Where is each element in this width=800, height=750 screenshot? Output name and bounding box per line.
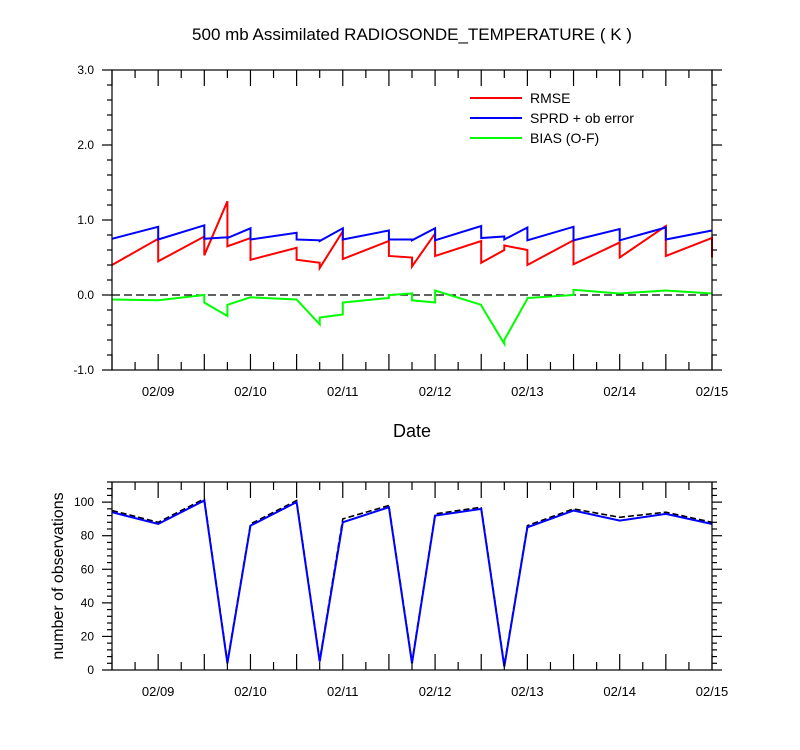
- bottom-y-tick-label: 80: [81, 529, 95, 543]
- legend-label: BIAS (O-F): [530, 130, 599, 146]
- legend: RMSE SPRD + ob error BIAS (O-F): [470, 90, 634, 146]
- top-x-tick-label: 02/11: [327, 384, 359, 399]
- top-chart: 500 mb Assimilated RADIOSONDE_TEMPERATUR…: [73, 25, 728, 441]
- x-axis-label: Date: [393, 421, 431, 441]
- chart-title: 500 mb Assimilated RADIOSONDE_TEMPERATUR…: [192, 25, 632, 44]
- bottom-x-tick-label: 02/10: [234, 684, 267, 699]
- top-x-tick-label: 02/10: [234, 384, 267, 399]
- bottom-x-tick-label: 02/11: [327, 684, 359, 699]
- top-series-layer: [111, 200, 713, 348]
- top-y-tick-label: -1.0: [73, 363, 94, 377]
- top-y-tick-label: 1.0: [77, 213, 94, 227]
- bottom-ticks-layer: 02/09 02/10 02/11 02/12 02/13 02/14 02/15 0 20 40…: [74, 481, 729, 699]
- bottom-y-tick-label: 0: [87, 663, 94, 677]
- bottom-series-line-assimilated-observations: [111, 498, 713, 667]
- top-series-line-rmse: [111, 200, 713, 272]
- bottom-plot-frame: [111, 481, 713, 671]
- top-x-tick-label: 02/13: [511, 384, 544, 399]
- bottom-x-tick-label: 02/12: [419, 684, 452, 699]
- top-y-tick-label: 3.0: [77, 63, 94, 77]
- top-ticks-layer: 02/09 02/10 02/11 02/12 02/13 02/14 02/15 -1.0 0…: [73, 63, 728, 399]
- bottom-series-layer: [111, 497, 713, 667]
- bottom-x-tick-label: 02/09: [142, 684, 175, 699]
- bottom-y-tick-label: 40: [81, 596, 95, 610]
- top-y-tick-label: 2.0: [77, 138, 94, 152]
- top-x-tick-label: 02/09: [142, 384, 175, 399]
- top-x-tick-label: 02/15: [696, 384, 729, 399]
- top-x-tick-label: 02/14: [603, 384, 636, 399]
- bottom-y-tick-label: 60: [81, 562, 95, 576]
- bottom-series-line-possible-observations: [111, 497, 713, 666]
- bottom-x-tick-label: 02/14: [603, 684, 636, 699]
- top-x-tick-label: 02/12: [419, 384, 452, 399]
- y-axis-label: number of observations: [50, 492, 67, 659]
- bottom-y-tick-label: 100: [74, 495, 94, 509]
- bottom-x-tick-label: 02/15: [696, 684, 729, 699]
- bottom-x-tick-label: 02/13: [511, 684, 544, 699]
- bottom-chart: 02/09 02/10 02/11 02/12 02/13 02/14 02/15 0 20 40…: [50, 481, 729, 699]
- top-y-tick-label: 0.0: [77, 288, 94, 302]
- bottom-y-tick-label: 20: [81, 629, 95, 643]
- top-series-line-bias-o-f: [111, 288, 713, 348]
- top-series-line-sprd-ob-error: [111, 223, 713, 243]
- legend-label: RMSE: [530, 90, 570, 106]
- legend-label: SPRD + ob error: [530, 110, 634, 126]
